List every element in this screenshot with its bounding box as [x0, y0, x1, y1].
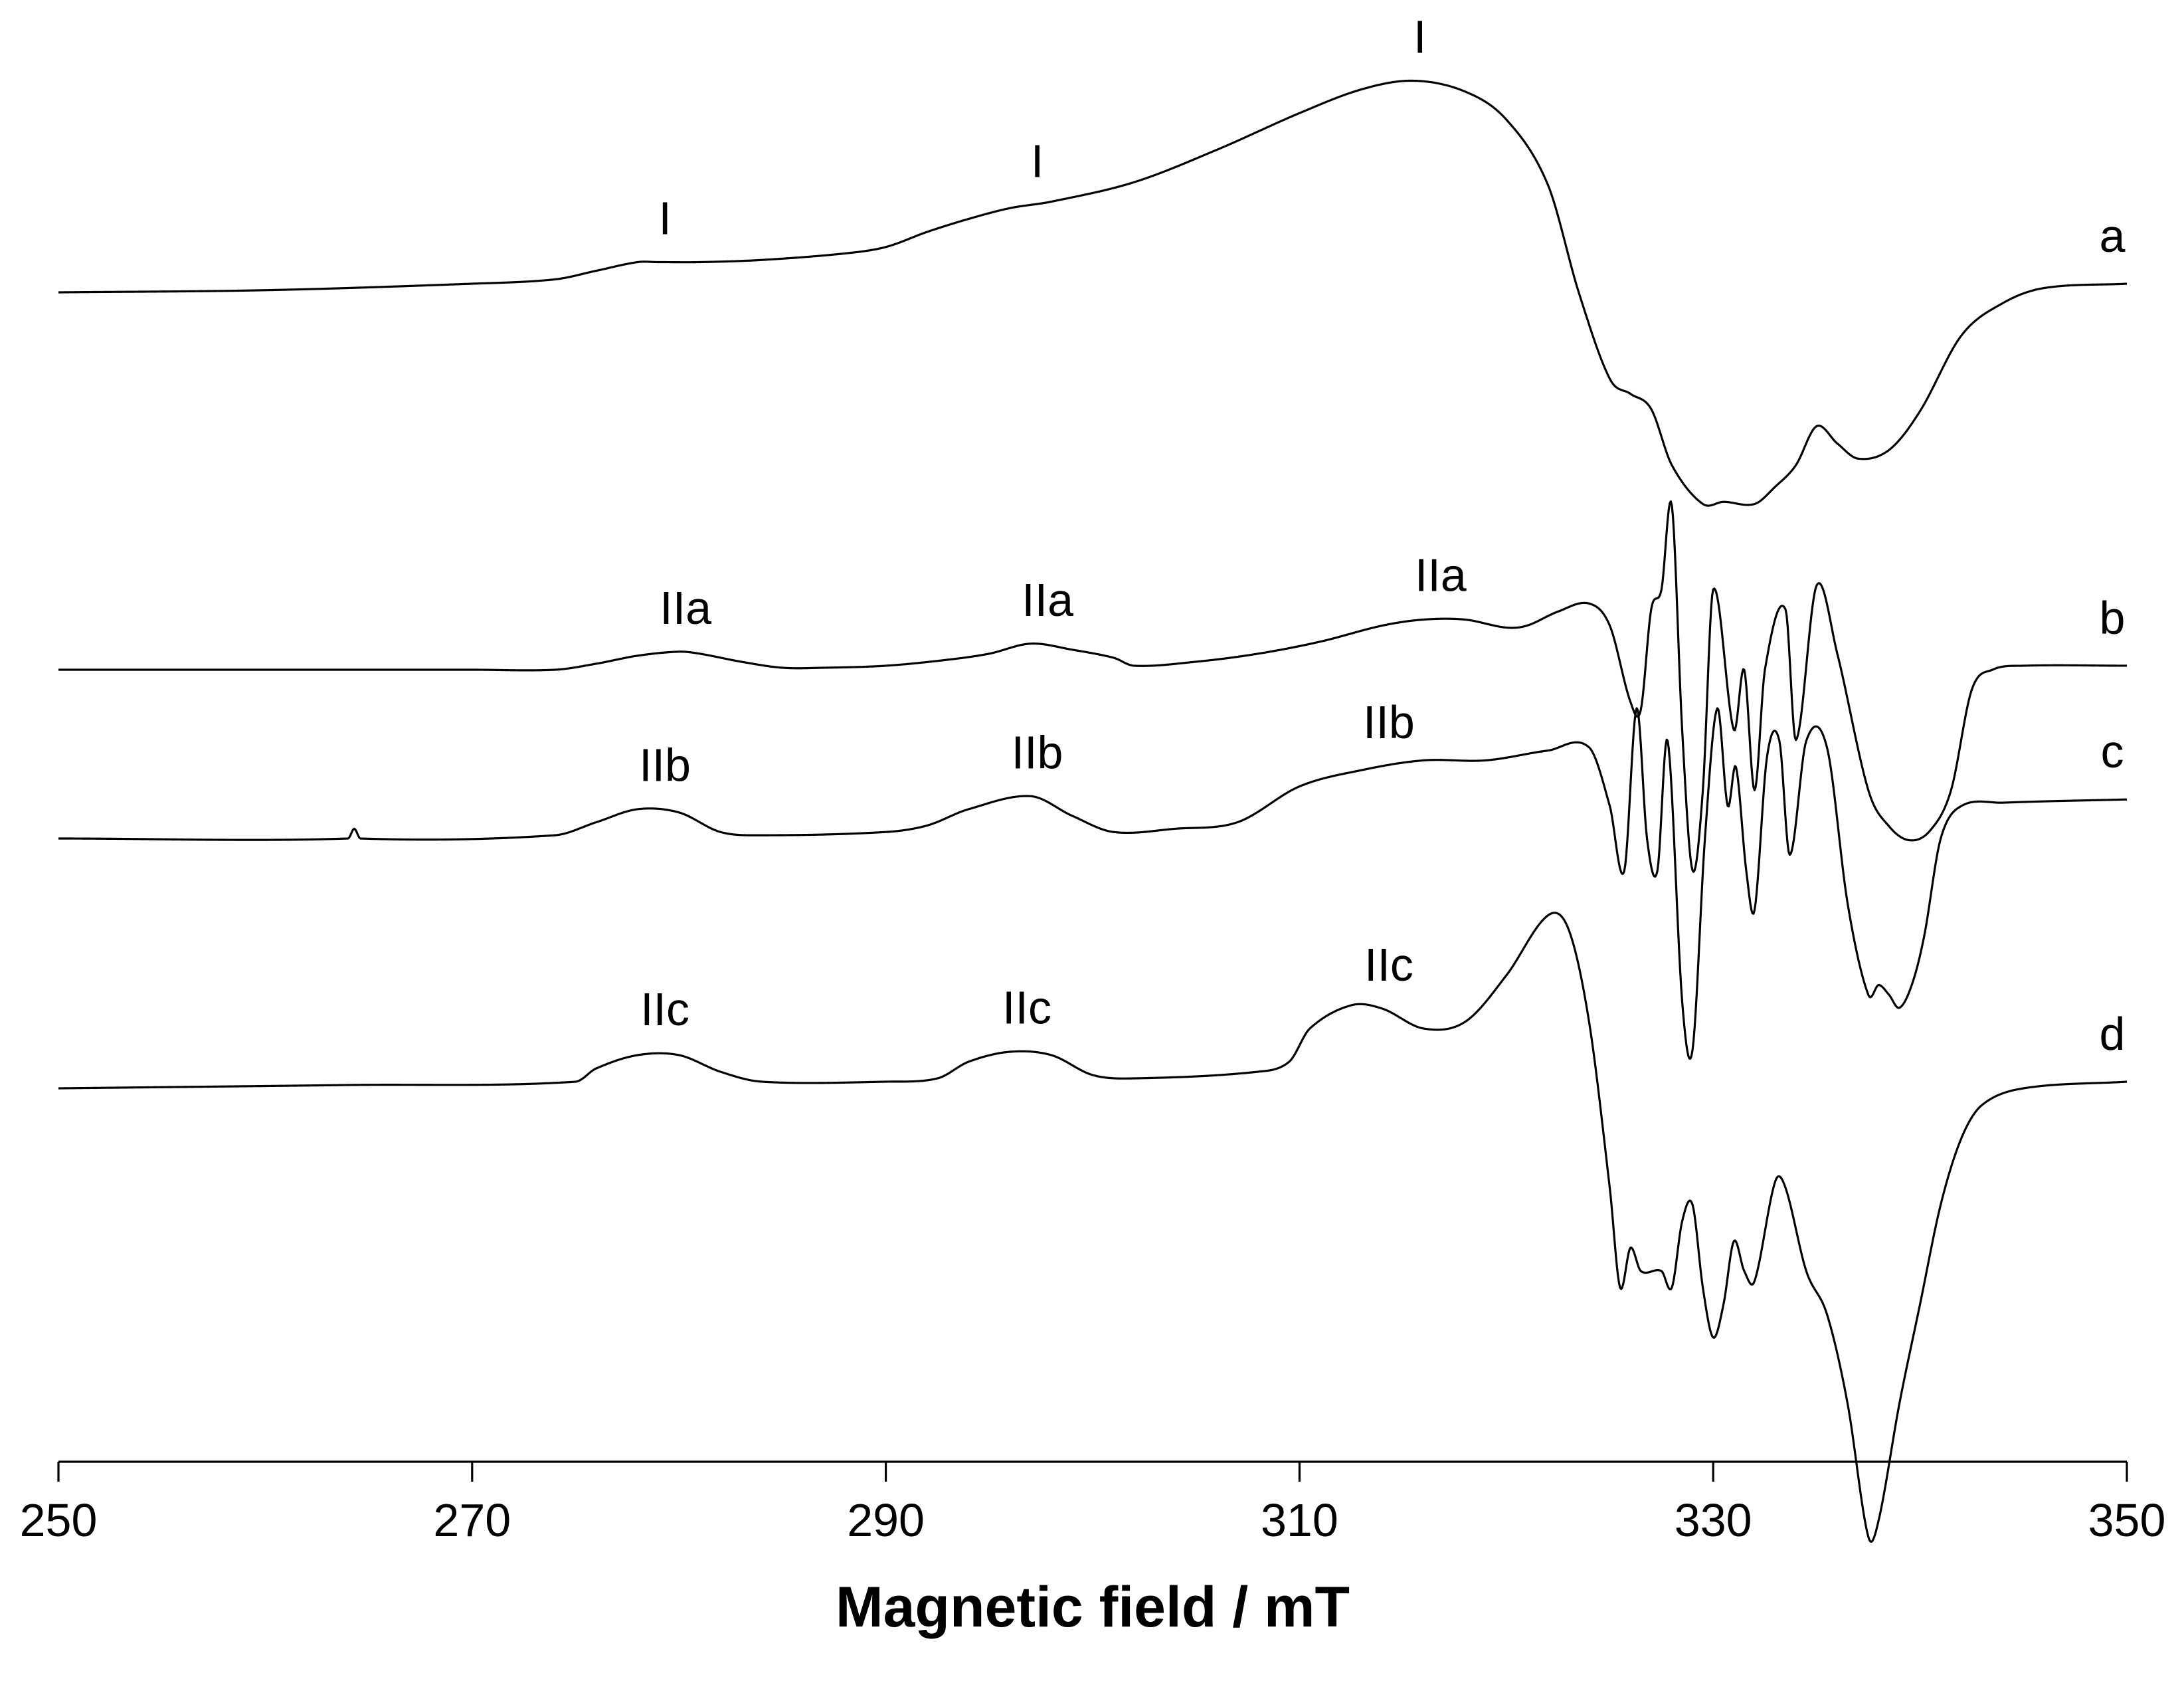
- spectrum-trace-a: [58, 79, 2128, 507]
- peak-label-d-3: IIc: [1364, 939, 1413, 991]
- x-tick-label-250: 250: [20, 1494, 98, 1546]
- x-axis: 250 270 290 310 330 350 Magnetic field / mT: [20, 1460, 2166, 1639]
- x-axis-ticks: 250 270 290 310 330 350: [20, 1462, 2166, 1546]
- series-labels: a b c d: [2100, 210, 2126, 1060]
- x-axis-title: Magnetic field / mT: [836, 1575, 1350, 1639]
- peak-label-c-1: IIb: [639, 739, 691, 791]
- x-tick-label-310: 310: [1261, 1494, 1338, 1546]
- x-tick-label-350: 350: [2088, 1494, 2166, 1546]
- peak-label-b-3: IIa: [1415, 549, 1467, 601]
- peak-label-c-3: IIb: [1363, 696, 1415, 748]
- peak-labels: I I I IIa IIa IIa IIb IIb IIb IIc IIc IIc: [639, 11, 1467, 1036]
- spectra-traces: [58, 79, 2128, 1543]
- spectrum-trace-d: [58, 912, 2128, 1543]
- peak-label-d-2: IIc: [1002, 981, 1051, 1033]
- series-label-b: b: [2100, 592, 2126, 644]
- series-label-d: d: [2100, 1008, 2126, 1060]
- peak-label-b-1: IIa: [660, 582, 711, 634]
- series-label-a: a: [2100, 210, 2126, 262]
- x-tick-label-270: 270: [433, 1494, 511, 1546]
- peak-label-c-2: IIb: [1012, 726, 1063, 778]
- peak-label-b-2: IIa: [1022, 574, 1073, 626]
- x-tick-label-290: 290: [847, 1494, 925, 1546]
- peak-label-a-3: I: [1413, 11, 1426, 63]
- spectrum-trace-b: [58, 500, 2128, 873]
- spectrum-trace-c: [58, 707, 2128, 1060]
- peak-label-a-2: I: [1031, 135, 1044, 187]
- x-tick-label-330: 330: [1675, 1494, 1752, 1546]
- peak-label-d-1: IIc: [640, 983, 689, 1035]
- peak-label-a-1: I: [658, 193, 671, 245]
- series-label-c: c: [2101, 726, 2124, 777]
